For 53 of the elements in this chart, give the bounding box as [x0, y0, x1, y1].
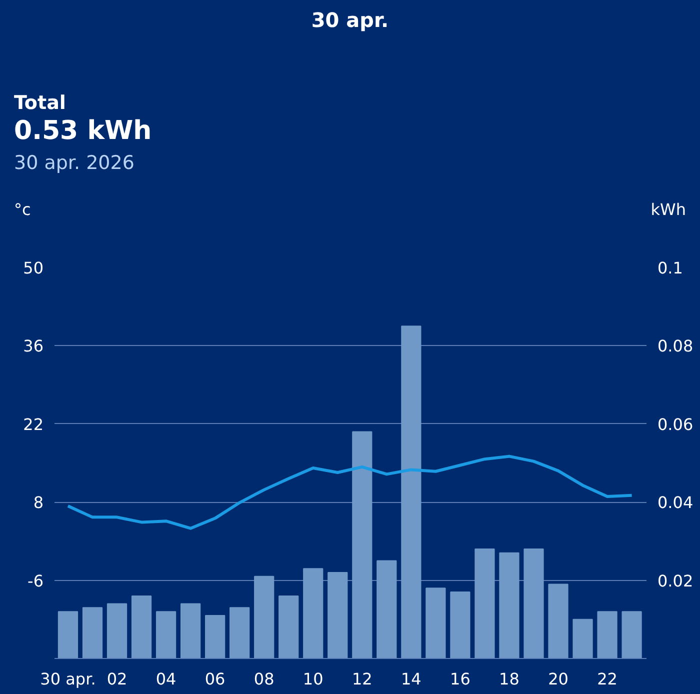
bar: [426, 588, 446, 658]
x-tick-label: 02: [106, 670, 128, 688]
bar: [156, 611, 176, 658]
text: 0.53 kWh: [14, 116, 153, 146]
line-series: [66, 454, 634, 530]
x-tick-label: 04: [156, 670, 176, 688]
bar: [254, 576, 274, 658]
bar: [180, 603, 201, 658]
bar: [303, 568, 324, 658]
x-tick-label: 14: [400, 670, 422, 688]
bar: [401, 326, 422, 658]
bar: [548, 584, 568, 658]
y-tick-label: 22: [23, 414, 44, 434]
bar: [597, 611, 618, 658]
bar: [450, 592, 470, 658]
text: 30 apr. 2026: [14, 152, 136, 174]
x-tick-label: 30 apr.: [40, 670, 96, 688]
bar: [572, 618, 593, 658]
bar: [106, 603, 128, 658]
y-tick-label: 50: [23, 258, 44, 278]
bar: [474, 548, 495, 658]
chart-title: 30 apr.: [310, 7, 390, 32]
bar: [328, 572, 348, 658]
bar: [58, 611, 78, 658]
y2-tick-label: 0.04: [658, 493, 694, 512]
y2-tick-label: 0.08: [658, 336, 694, 356]
x-tick-label: 18: [499, 670, 520, 688]
y2-axis-title: kWh: [650, 200, 686, 219]
bar: [524, 548, 544, 658]
y-tick-label: 36: [23, 336, 44, 356]
y-tick-label: 8: [33, 493, 44, 512]
bar: [499, 552, 520, 658]
x-tick-label: 10: [302, 670, 324, 688]
x-tick-label: 20: [548, 670, 568, 688]
x-tick-label: 16: [450, 670, 470, 688]
bar: [278, 595, 299, 658]
bar: [131, 595, 152, 658]
bar: [205, 614, 226, 658]
x-tick-label: 08: [254, 670, 274, 688]
y-tick-label: -6: [28, 571, 44, 590]
bar: [352, 431, 372, 658]
bar: [82, 607, 103, 658]
y-axis-title: °c: [14, 200, 31, 219]
y2-tick-label: 0.06: [658, 414, 694, 434]
bar: [622, 611, 642, 658]
chart-subtitle: Total: [14, 92, 67, 114]
y2-tick-label: 0.02: [658, 571, 694, 590]
bar: [376, 560, 397, 658]
y2-tick-label: 0.1: [658, 258, 683, 278]
bar: [230, 607, 250, 658]
x-tick-label: 22: [597, 670, 618, 688]
x-tick-label: 06: [204, 670, 226, 688]
x-tick-label: 12: [352, 670, 372, 688]
